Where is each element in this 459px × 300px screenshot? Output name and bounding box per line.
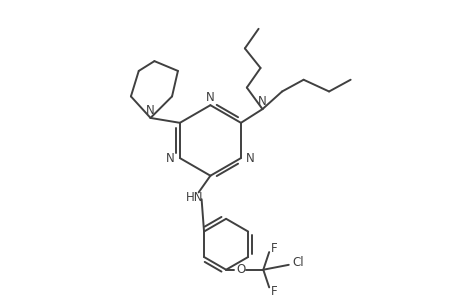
Text: F: F bbox=[270, 242, 277, 255]
Text: Cl: Cl bbox=[292, 256, 304, 269]
Text: N: N bbox=[166, 152, 174, 165]
Text: N: N bbox=[206, 91, 214, 104]
Text: N: N bbox=[146, 104, 155, 117]
Text: F: F bbox=[270, 285, 277, 298]
Text: HN: HN bbox=[185, 191, 203, 204]
Text: O: O bbox=[235, 263, 245, 276]
Text: N: N bbox=[245, 152, 254, 165]
Text: N: N bbox=[257, 95, 266, 108]
